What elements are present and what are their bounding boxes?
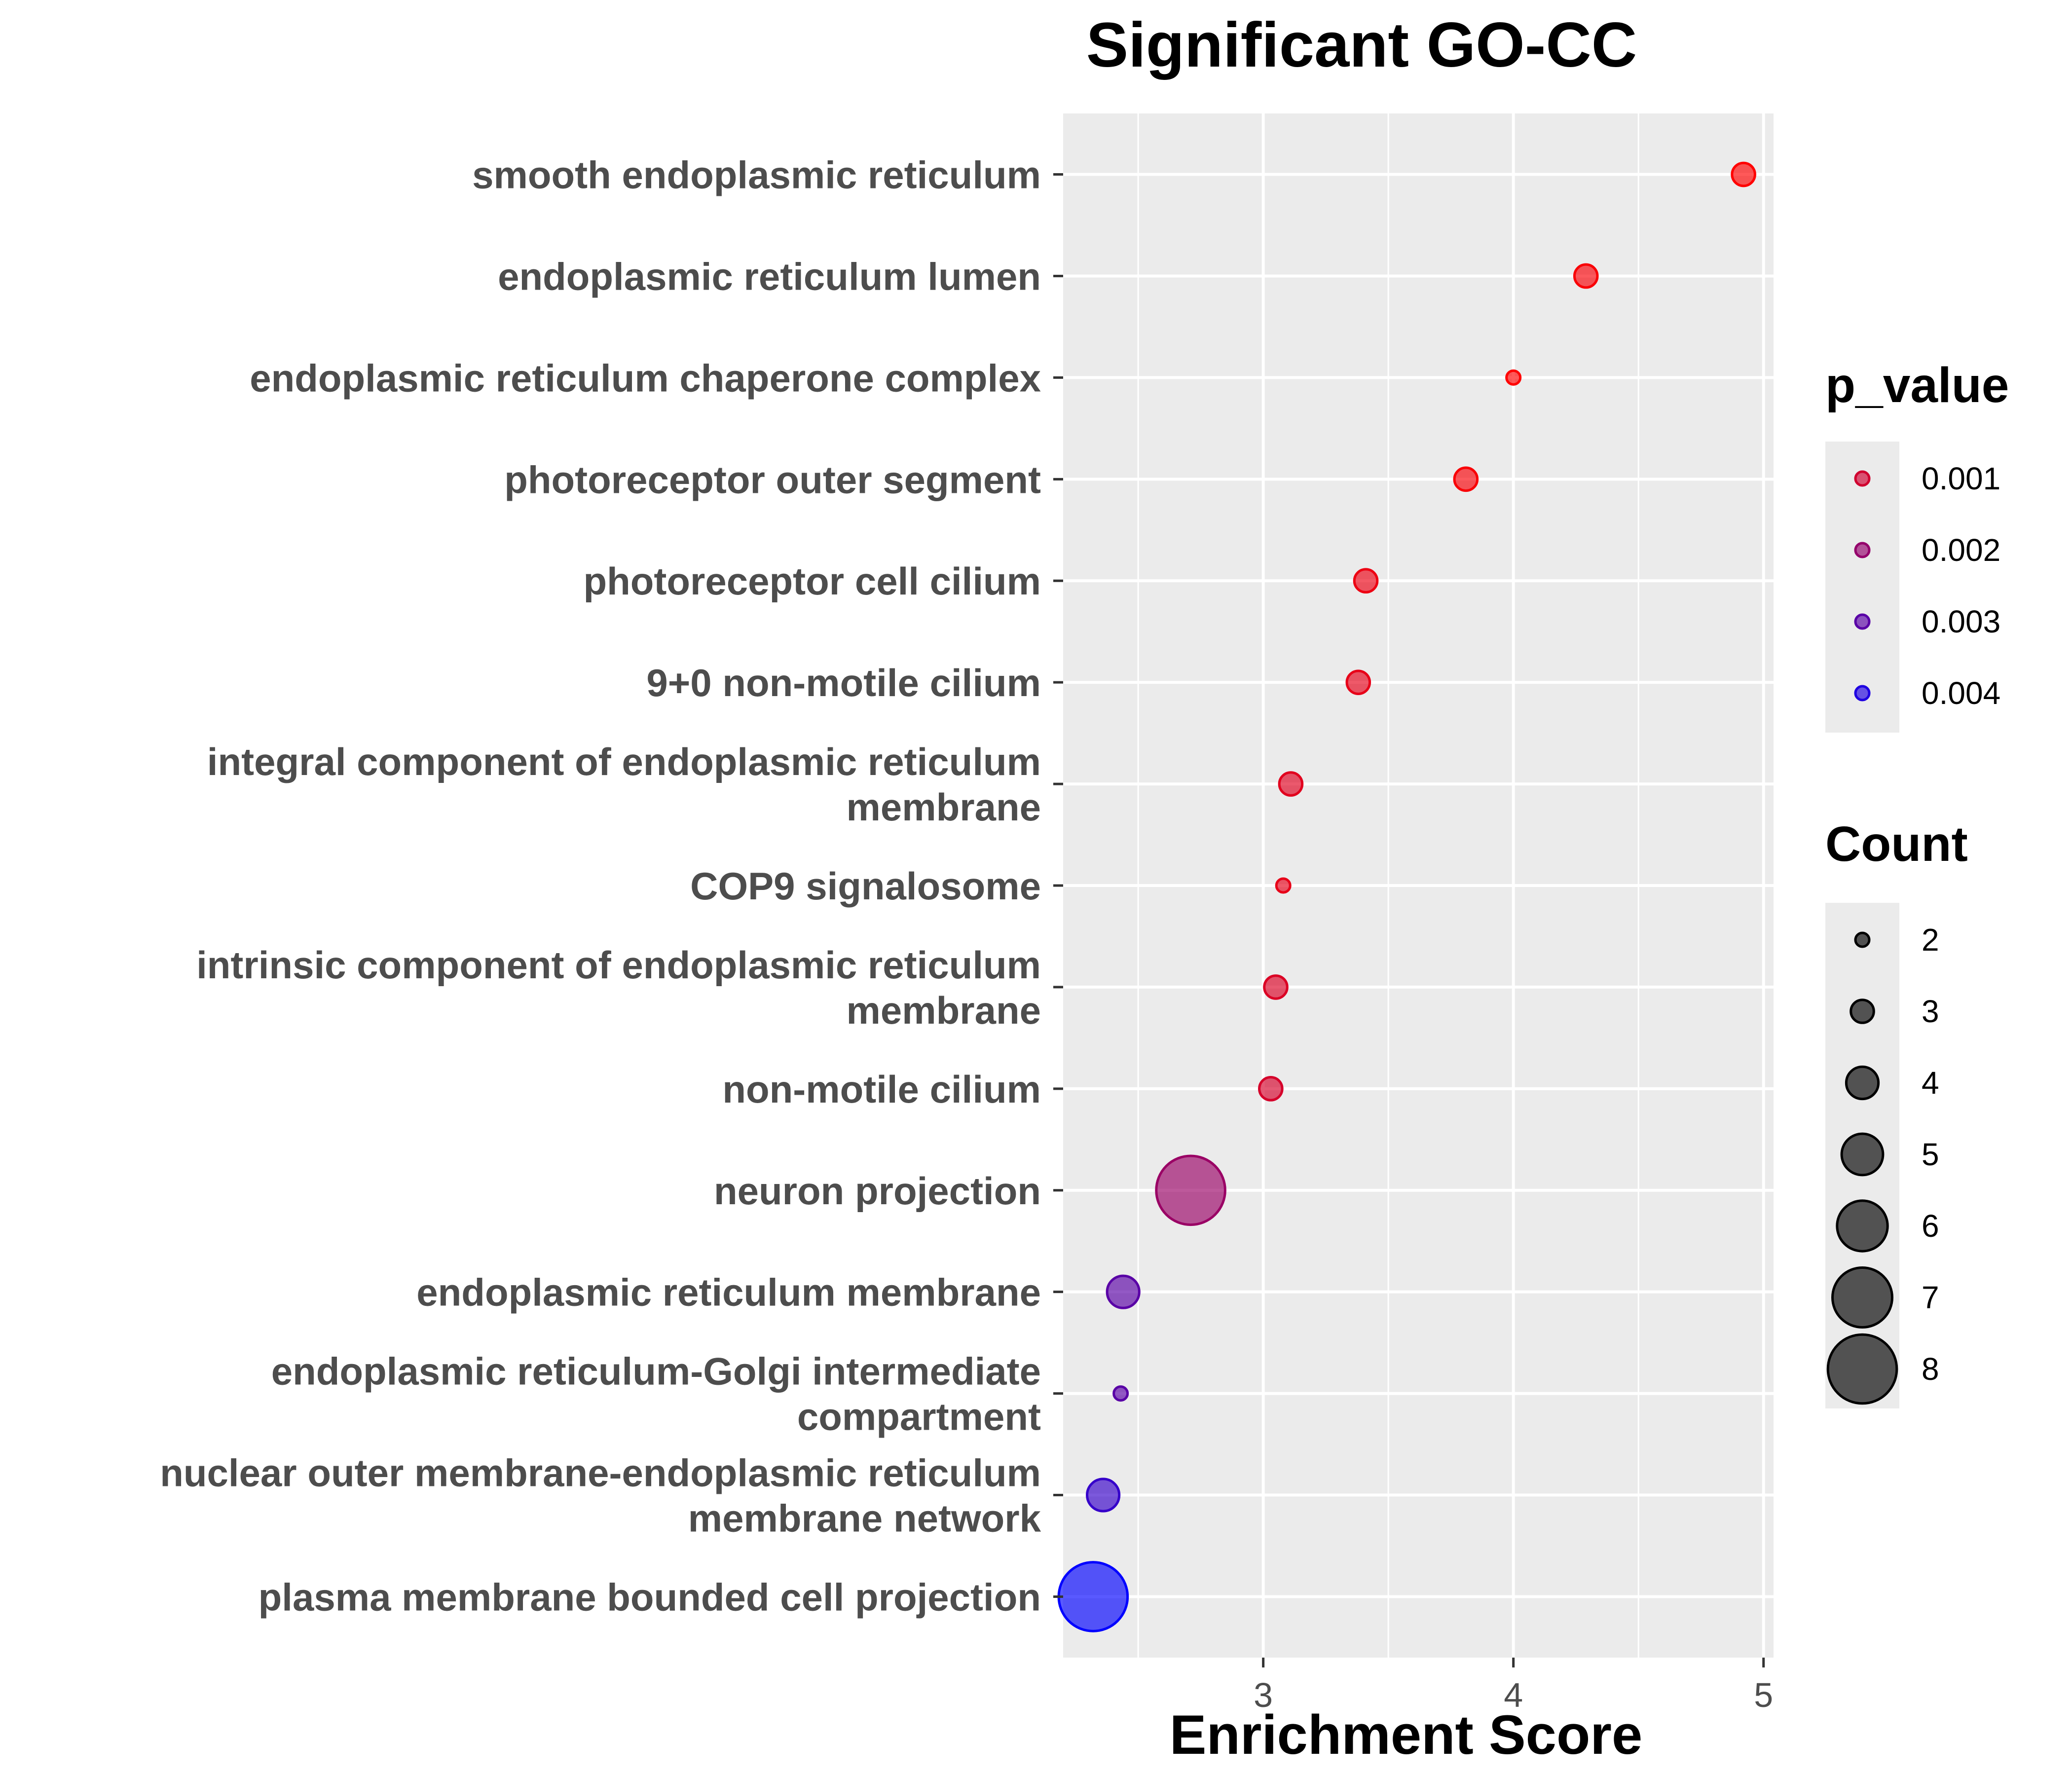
count-legend-label: 4 <box>1922 1065 1939 1101</box>
chart-title: Significant GO-CC <box>1086 10 1637 80</box>
count-legend-key <box>1845 1065 1880 1101</box>
y-tick-label: plasma membrane bounded cell projection <box>259 1575 1041 1619</box>
p-value-legend-key-background <box>1825 442 1899 733</box>
y-tick-label: COP9 signalosome <box>690 864 1041 908</box>
data-point <box>1112 1385 1129 1402</box>
p-value-legend-title: p_value <box>1825 358 2009 413</box>
y-tick-label: non-motile cilium <box>722 1068 1041 1111</box>
data-point <box>1573 263 1599 289</box>
data-point <box>1263 974 1289 1000</box>
y-tick-label: smooth endoplasmic reticulum <box>472 153 1041 197</box>
count-legend-label: 8 <box>1922 1351 1939 1387</box>
count-legend-label: 5 <box>1922 1137 1939 1172</box>
count-legend-key <box>1836 1199 1889 1253</box>
data-point <box>1453 466 1479 492</box>
x-tick-label: 3 <box>1254 1676 1273 1714</box>
count-legend-key <box>1854 931 1871 948</box>
y-tick-label: membrane network <box>688 1497 1041 1540</box>
y-tick-label: membrane <box>847 785 1041 829</box>
count-legend-key <box>1840 1132 1885 1177</box>
data-point <box>1505 369 1522 386</box>
x-tick-label: 4 <box>1504 1676 1523 1714</box>
count-legend-label: 7 <box>1922 1280 1939 1315</box>
y-tick-label: neuron projection <box>714 1169 1041 1213</box>
y-tick-label: photoreceptor cell cilium <box>583 559 1041 603</box>
data-point <box>1155 1154 1226 1226</box>
y-tick-label: intrinsic component of endoplasmic retic… <box>196 943 1041 987</box>
p-value-legend-key <box>1854 613 1871 630</box>
p-value-legend-label: 0.002 <box>1922 532 2000 568</box>
p-value-legend-key <box>1854 542 1871 558</box>
count-legend-label: 6 <box>1922 1208 1939 1244</box>
p-value-legend-label: 0.003 <box>1922 604 2000 639</box>
data-point <box>1258 1076 1284 1102</box>
p-value-legend: p_value 0.001 0.002 0.003 0.004 <box>1825 358 2009 733</box>
count-legend-key <box>1826 1333 1898 1405</box>
count-legend-label: 2 <box>1922 922 1939 958</box>
count-legend-title: Count <box>1825 816 1968 872</box>
y-tick-label: endoplasmic reticulum membrane <box>416 1271 1041 1314</box>
data-point <box>1275 877 1292 894</box>
count-legend-label: 3 <box>1922 994 1939 1029</box>
y-tick-label: 9+0 non-motile cilium <box>646 661 1041 704</box>
y-axis: smooth endoplasmic reticulum endoplasmic … <box>160 153 1063 1619</box>
data-point <box>1106 1274 1141 1309</box>
count-legend-key <box>1850 999 1875 1024</box>
y-tick-label: compartment <box>797 1395 1041 1439</box>
data-point <box>1057 1561 1129 1632</box>
data-point <box>1731 161 1756 187</box>
data-point <box>1278 771 1304 797</box>
data-point <box>1353 568 1379 594</box>
y-tick-label: integral component of endoplasmic reticu… <box>207 740 1041 783</box>
x-axis-title: Enrichment Score <box>1170 1704 1643 1766</box>
x-axis: 3 4 5 <box>1254 1658 1773 1714</box>
y-tick-label: nuclear outer membrane-endoplasmic retic… <box>160 1451 1041 1495</box>
p-value-legend-key <box>1854 685 1871 702</box>
count-legend: Count 2 3 4 5 6 7 8 <box>1825 816 1968 1408</box>
data-point <box>1345 669 1371 695</box>
p-value-legend-label: 0.001 <box>1922 461 2000 496</box>
y-tick-label: endoplasmic reticulum lumen <box>498 255 1041 298</box>
y-tick-label: membrane <box>847 989 1041 1032</box>
y-tick-label: endoplasmic reticulum-Golgi intermediate <box>271 1350 1041 1393</box>
y-tick-label: endoplasmic reticulum chaperone complex <box>250 356 1041 400</box>
data-points <box>1057 161 1756 1632</box>
p-value-legend-key <box>1854 470 1871 487</box>
count-legend-key <box>1831 1266 1893 1329</box>
y-tick-label: photoreceptor outer segment <box>504 458 1041 501</box>
p-value-legend-label: 0.004 <box>1922 675 2000 711</box>
data-point <box>1086 1478 1121 1513</box>
x-tick-label: 5 <box>1754 1676 1773 1714</box>
